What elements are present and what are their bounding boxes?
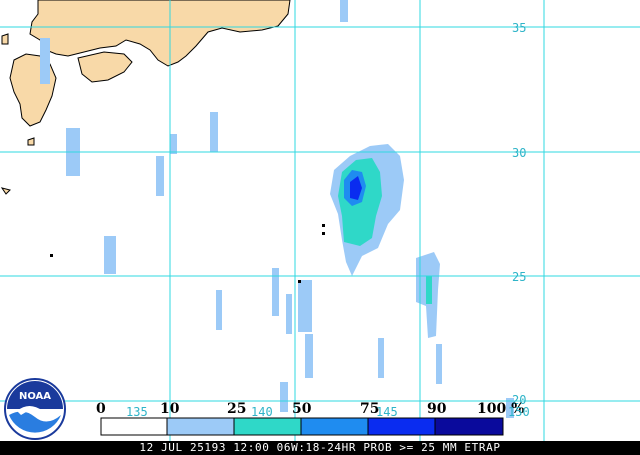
longitude-labels: 135 140 145 150	[126, 405, 530, 419]
lon-label: 135	[126, 405, 148, 419]
lon-label: 150	[508, 405, 530, 419]
legend: 0 10 25 50 75 90 100 %	[96, 401, 524, 436]
lon-label: 145	[376, 405, 398, 419]
lon-label: 140	[251, 405, 273, 419]
legend-tick: 25	[227, 401, 246, 417]
lat-lon-grid	[0, 0, 640, 441]
legend-bin-5	[434, 417, 504, 436]
noaa-logo-text: NOAA	[19, 391, 51, 402]
lat-label: 35	[512, 21, 526, 35]
legend-tick: 90	[427, 401, 447, 417]
latitude-labels: 35 30 25 20	[512, 21, 526, 407]
noaa-logo-icon: NOAA	[4, 378, 66, 440]
lat-label: 25	[512, 270, 526, 284]
island-marks	[50, 224, 325, 283]
land-japan	[0, 0, 291, 195]
legend-tick: 75	[360, 401, 379, 417]
legend-bin-2	[233, 417, 302, 436]
lat-label: 30	[512, 146, 526, 160]
legend-bin-4	[367, 417, 436, 436]
legend-tick: 10	[160, 401, 180, 417]
probability-shading	[40, 0, 514, 418]
legend-tick: 0	[96, 401, 106, 417]
legend-bin-1	[166, 417, 235, 436]
legend-tick: 100 %	[477, 401, 524, 417]
legend-tick: 50	[292, 401, 312, 417]
product-caption: 12 JUL 25193 12:00 06W:18-24HR PROB >= 2…	[0, 441, 640, 455]
lat-label: 20	[512, 393, 526, 407]
legend-bin-0	[100, 417, 168, 436]
legend-bin-3	[300, 417, 369, 436]
